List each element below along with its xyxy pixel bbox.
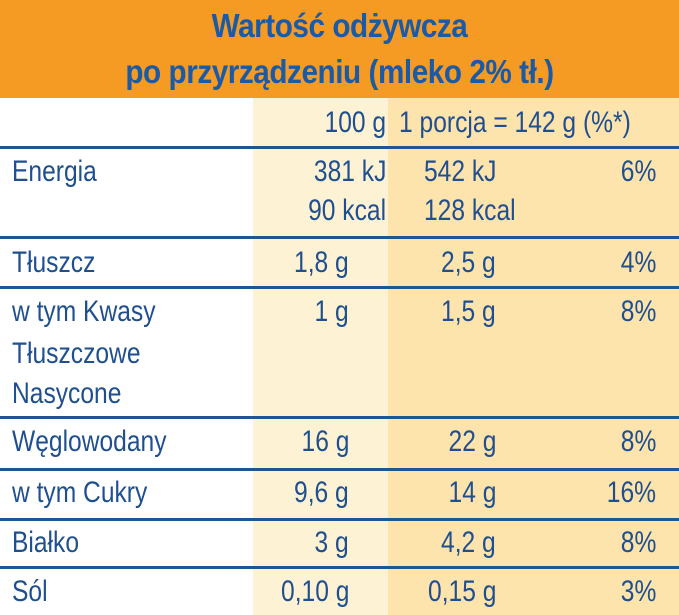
value-percent: 8% <box>620 526 656 559</box>
value-100g: 381 kJ <box>313 155 386 188</box>
nutrient-name: Węglowodany <box>12 425 167 458</box>
value-100g: 1 g <box>314 295 349 328</box>
value-percent: 6% <box>620 155 656 188</box>
value-100g: 0,10 g <box>280 575 349 608</box>
nutrient-name: w tym Cukry <box>12 476 148 509</box>
nutrient-name: Tłuszczowe <box>12 337 141 370</box>
row-divider <box>0 468 679 471</box>
value-100g: 90 kcal <box>308 194 386 227</box>
value-100g: 3 g <box>314 526 349 559</box>
value-portion: 1,5 g <box>441 295 496 328</box>
nutrient-name: Nasycone <box>12 377 122 410</box>
title-line-2: po przyrządzeniu (mleko 2% tł.) <box>125 53 554 90</box>
nutrient-name: Energia <box>12 155 97 188</box>
row-divider <box>0 416 679 419</box>
value-100g: 16 g <box>301 425 349 458</box>
value-portion: 0,15 g <box>427 575 496 608</box>
row-divider <box>0 518 679 521</box>
row-divider <box>0 286 679 289</box>
nutrient-name: w tym Kwasy <box>12 295 156 328</box>
row-divider <box>0 146 679 149</box>
value-percent: 4% <box>620 246 656 279</box>
value-percent: 16% <box>606 476 656 509</box>
column-portion-background <box>388 98 679 615</box>
table-header-banner: Wartość odżywcza po przyrządzeniu (mleko… <box>0 0 679 98</box>
value-portion: 542 kJ <box>424 155 497 188</box>
row-divider <box>0 566 679 569</box>
value-portion: 22 g <box>448 425 496 458</box>
title-line-1: Wartość odżywcza <box>211 7 468 44</box>
column-header-portion: 1 porcja = 142 g (%*) <box>399 106 631 139</box>
value-portion: 2,5 g <box>441 246 496 279</box>
column-100g-background <box>253 98 388 615</box>
row-divider <box>0 236 679 239</box>
value-percent: 8% <box>620 295 656 328</box>
value-portion: 128 kcal <box>424 194 516 227</box>
value-100g: 1,8 g <box>294 246 349 279</box>
value-percent: 8% <box>620 425 656 458</box>
column-header-100g: 100 g <box>324 106 386 139</box>
value-100g: 9,6 g <box>294 476 349 509</box>
value-percent: 3% <box>620 575 656 608</box>
nutrient-name: Białko <box>12 526 80 559</box>
nutrient-name: Sól <box>12 575 48 608</box>
nutrient-name: Tłuszcz <box>12 246 96 279</box>
value-portion: 4,2 g <box>441 526 496 559</box>
value-portion: 14 g <box>448 476 496 509</box>
